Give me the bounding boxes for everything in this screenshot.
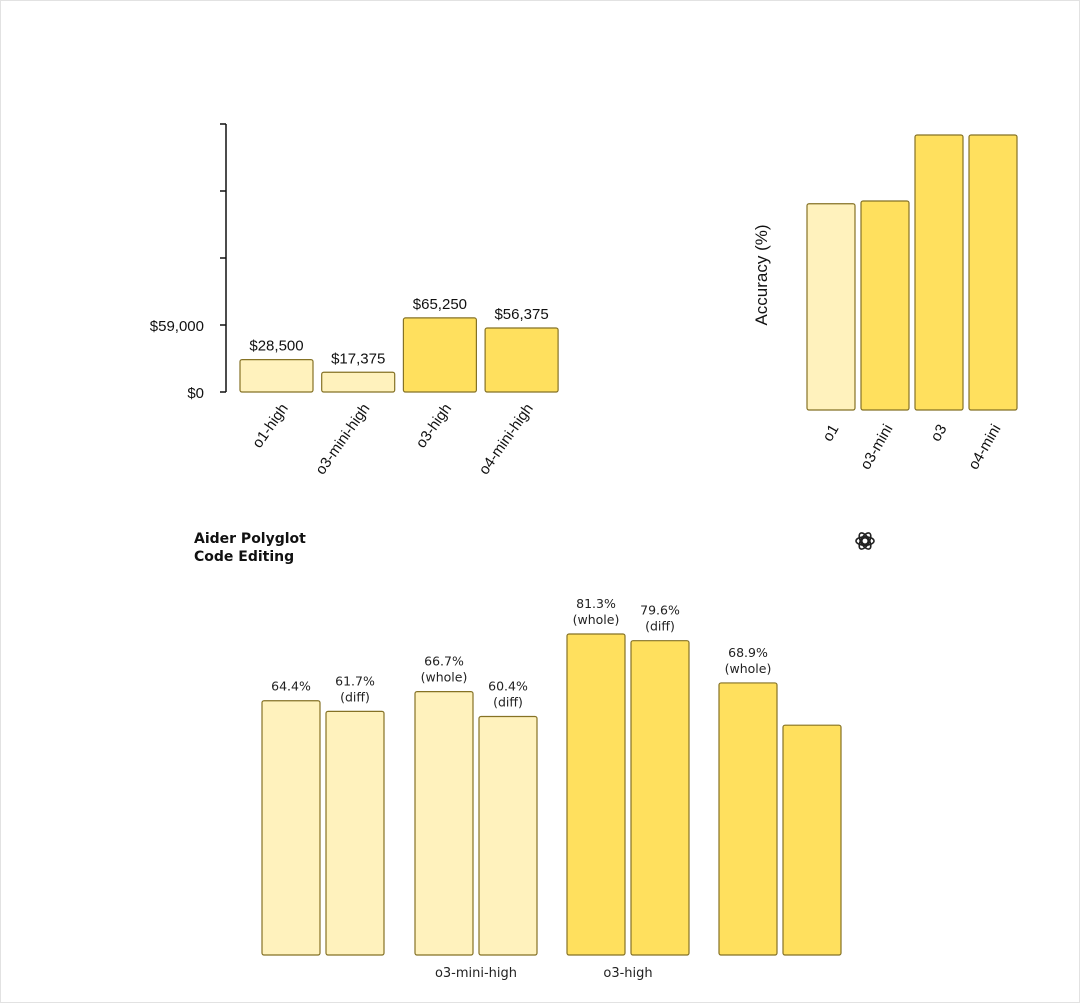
cost-y-tick-label: $59,000 <box>150 318 204 335</box>
aider-bar-value-label: 60.4% <box>488 679 528 694</box>
accuracy-bar-o3-mini <box>860 200 910 411</box>
cost-bar-o3-mini-high <box>321 371 396 393</box>
accuracy-bar-o3 <box>914 134 964 411</box>
aider-bar-value-label: 81.3% <box>576 596 616 611</box>
aider-bar-value-label: 64.4% <box>271 679 311 694</box>
aider-bar-value-label: 79.6% <box>640 603 680 618</box>
accuracy-x-tick-label: o3-mini <box>857 422 896 473</box>
accuracy-x-tick-label: o4-mini <box>965 422 1004 473</box>
aider-bar-format-label: (diff) <box>493 695 523 710</box>
aider-polyglot-bar-chart: Aider Polyglot Code Editing 64.4% 61.7%(d… <box>194 531 842 981</box>
cost-y-tick-label: $0 <box>187 385 204 402</box>
cost-bar-value-label: $56,375 <box>494 306 548 323</box>
aider-bar-group-3-series-1 <box>566 633 626 956</box>
cost-bar-value-label: $17,375 <box>331 350 385 367</box>
cost-bar-value-label: $28,500 <box>249 338 303 355</box>
accuracy-x-tick-label: o3 <box>927 422 950 445</box>
cost-bar-o1-high <box>239 359 314 393</box>
accuracy-bar-chart: Accuracy (%) o1 o3-mini o3 o4-mini <box>752 134 1018 473</box>
cost-x-tick-label: o3-high <box>413 401 456 452</box>
openai-logo-icon <box>855 532 875 550</box>
aider-chart-title: Aider Polyglot Code Editing <box>194 531 311 565</box>
aider-bar-group-2-series-2 <box>478 715 538 956</box>
aider-title-line-1: Aider Polyglot <box>194 531 306 547</box>
aider-x-tick-label: o3-high <box>603 966 652 981</box>
aider-bar-group-1-series-2 <box>325 710 385 956</box>
aider-bar-group-3-series-2 <box>630 640 690 956</box>
aider-bar-format-label: (whole) <box>421 670 468 685</box>
aider-x-tick-label: o3-mini-high <box>435 966 517 981</box>
aider-bar-format-label: (diff) <box>645 619 675 634</box>
aider-bar-group-2-series-1 <box>414 691 474 956</box>
aider-bar-group-4-series-2 <box>782 724 842 956</box>
accuracy-y-axis-label: Accuracy (%) <box>752 224 771 325</box>
accuracy-bar-o4-mini <box>968 134 1018 411</box>
aider-bar-group-1-series-1 <box>261 700 321 956</box>
aider-bar-format-label: (whole) <box>725 661 772 676</box>
aider-bar-format-label: (whole) <box>573 612 620 627</box>
cost-x-tick-label: o3-mini-high <box>312 401 373 478</box>
cost-bar-chart: $0 $59,000 $28,500 o1-high $17,375 o3-mini-hi… <box>150 123 559 478</box>
aider-title-line-2: Code Editing <box>194 549 294 565</box>
aider-bar-value-label: 68.9% <box>728 645 768 660</box>
cost-bar-o3-high <box>402 317 477 393</box>
aider-bar-format-label: (diff) <box>340 689 370 704</box>
accuracy-x-tick-label: o1 <box>819 422 842 445</box>
aider-bar-group-4-series-1 <box>718 682 778 956</box>
cost-x-tick-label: o4-mini-high <box>476 401 537 478</box>
cost-x-tick-label: o1-high <box>249 401 292 452</box>
cost-bar-value-label: $65,250 <box>413 296 467 313</box>
aider-bar-value-label: 66.7% <box>424 654 464 669</box>
aider-bar-value-label: 61.7% <box>335 673 375 688</box>
cost-bar-o4-mini-high <box>484 327 559 393</box>
accuracy-bar-o1 <box>806 203 856 411</box>
